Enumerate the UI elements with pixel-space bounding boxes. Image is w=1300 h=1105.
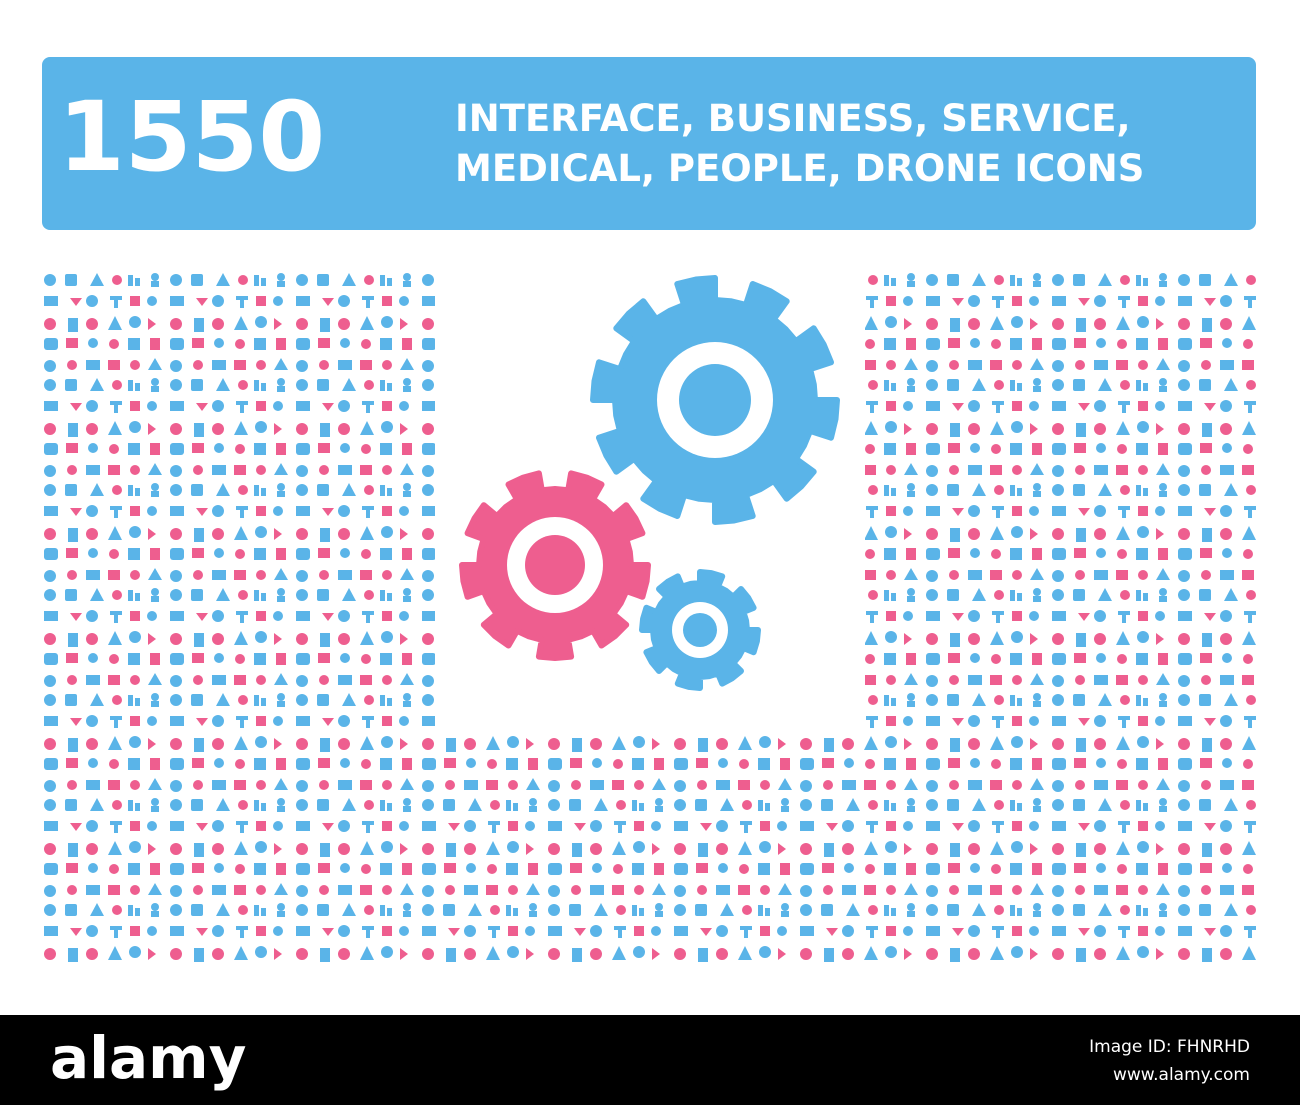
footer (0, 1015, 1300, 1105)
url: www.alamy.com (1113, 1065, 1250, 1085)
gear (525, 535, 585, 595)
banner-line: MEDICAL, PEOPLE, DRONE ICONS (455, 147, 1144, 190)
icon-grid (40, 270, 435, 965)
icon-count: 1550 (58, 81, 325, 193)
banner-line: INTERFACE, BUSINESS, SERVICE, (455, 97, 1131, 140)
icon-grid (865, 270, 1258, 965)
image-id: Image ID: FHNRHD (1089, 1037, 1250, 1057)
gears (459, 275, 840, 691)
gear (679, 364, 751, 436)
brand: alamy (50, 1024, 246, 1092)
banner (42, 57, 1256, 230)
gear (683, 613, 717, 647)
icon-grid (435, 735, 865, 965)
